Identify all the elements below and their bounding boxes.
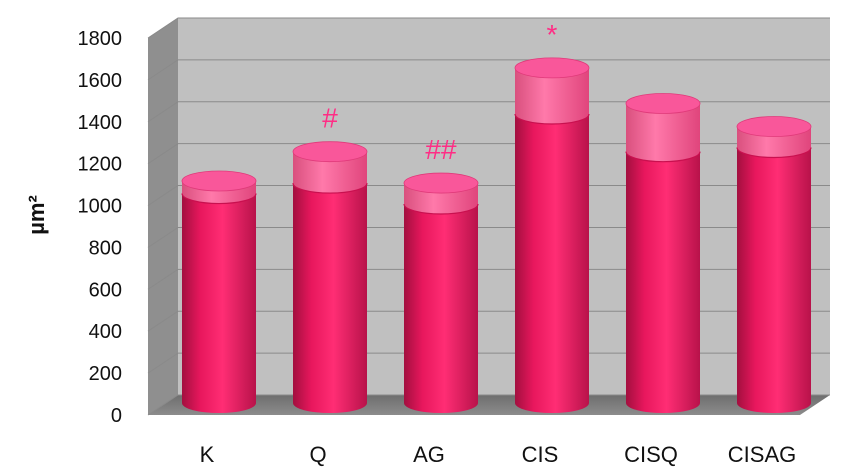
significance-marker: # bbox=[322, 103, 338, 134]
x-tick-label: CIS bbox=[522, 442, 559, 467]
bar-CISAG bbox=[736, 116, 812, 413]
y-tick-label: 1000 bbox=[78, 196, 123, 218]
bar-top-cap bbox=[736, 116, 812, 137]
bar-segment-lower bbox=[404, 204, 478, 413]
gridline bbox=[147, 101, 830, 123]
bar-Q bbox=[292, 141, 368, 413]
bar-top-cap bbox=[625, 93, 701, 114]
bar-AG bbox=[403, 172, 479, 413]
bar-top-cap bbox=[403, 172, 479, 194]
bar-seam bbox=[625, 151, 701, 163]
gridline bbox=[147, 310, 830, 332]
bar-seam bbox=[736, 147, 812, 159]
x-tick-label: Q bbox=[309, 442, 326, 467]
gridline bbox=[147, 394, 830, 416]
gridline bbox=[147, 17, 830, 39]
bar-CISQ bbox=[625, 93, 701, 413]
bar-K bbox=[181, 170, 257, 413]
y-tick-label: 800 bbox=[89, 237, 122, 259]
gridline bbox=[147, 143, 830, 165]
bar-segment-lower bbox=[293, 183, 367, 413]
gridline bbox=[147, 226, 830, 248]
bar-CIS bbox=[514, 57, 590, 413]
y-tick-label: 200 bbox=[89, 363, 122, 385]
y-axis-title: µm² bbox=[24, 195, 49, 235]
y-tick-label: 1600 bbox=[78, 70, 123, 92]
y-tick-label: 0 bbox=[111, 405, 122, 427]
y-tick-label: 1200 bbox=[78, 154, 123, 176]
bar-segment-lower bbox=[182, 193, 256, 413]
bar-segment-upper bbox=[293, 151, 367, 194]
x-tick-label: CISQ bbox=[624, 442, 678, 467]
gridline bbox=[147, 268, 830, 290]
bar-top-cap bbox=[292, 141, 368, 163]
bar-segment-lower bbox=[515, 113, 589, 413]
bar-seam bbox=[292, 182, 368, 194]
y-tick-label: 400 bbox=[89, 321, 122, 343]
significance-marker: * bbox=[547, 19, 558, 50]
gridline bbox=[147, 352, 830, 374]
y-tick-label: 1800 bbox=[78, 28, 123, 50]
x-tick-label: AG bbox=[413, 442, 445, 467]
bar-segment-upper bbox=[626, 103, 700, 162]
gridlines bbox=[147, 17, 830, 416]
annotations: ###* bbox=[322, 19, 557, 165]
x-tick-label: CISAG bbox=[728, 442, 796, 467]
side-wall bbox=[148, 18, 178, 415]
bar-segment-lower bbox=[737, 147, 811, 413]
bar-top-cap bbox=[514, 57, 590, 79]
bars bbox=[181, 57, 812, 413]
x-axis-labels: K Q AG CIS CISQ CISAG bbox=[200, 442, 797, 467]
bar-segment-upper bbox=[515, 67, 589, 124]
gridline bbox=[147, 59, 830, 81]
bar-seam bbox=[181, 193, 257, 205]
y-tick-label: 600 bbox=[89, 279, 122, 301]
bar-seam bbox=[403, 203, 479, 215]
gridline bbox=[147, 185, 830, 206]
bar-segment-lower bbox=[626, 151, 700, 413]
x-tick-label: K bbox=[200, 442, 215, 467]
y-tick-label: 1400 bbox=[78, 112, 123, 134]
back-wall bbox=[178, 18, 830, 395]
bar-top-cap bbox=[181, 170, 257, 192]
significance-marker: ## bbox=[425, 134, 457, 165]
bar-seam bbox=[514, 113, 590, 125]
y-axis-ticks: 0 200 400 600 800 1000 1200 1400 1600 1800 bbox=[78, 28, 123, 427]
